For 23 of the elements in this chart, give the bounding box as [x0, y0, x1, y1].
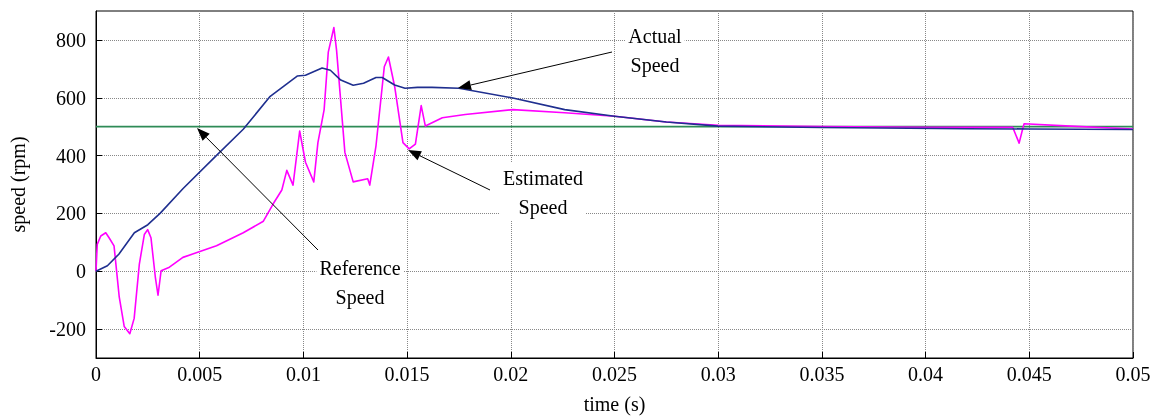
- annotation: Reference Speed: [319, 256, 401, 309]
- y-tick-label: 200: [56, 202, 86, 225]
- y-tick-label: 800: [56, 28, 86, 51]
- y-tick-label: 400: [56, 144, 86, 167]
- x-tick-label: 0.025: [592, 363, 637, 385]
- x-tick-label: 0.035: [799, 363, 845, 385]
- x-axis-title: time (s): [583, 393, 646, 416]
- x-tick-label: 0: [91, 363, 101, 385]
- y-tick-label: 600: [56, 86, 86, 109]
- x-tick-label: 0.02: [493, 363, 529, 385]
- y-axis-title: speed (rpm): [7, 136, 30, 233]
- x-tick-label: 0.04: [908, 363, 944, 385]
- y-tick-label: 0: [76, 260, 86, 283]
- line-series: [95, 26, 1134, 335]
- x-tick-label: 0.015: [384, 363, 430, 385]
- x-tick-label: 0.03: [700, 363, 736, 385]
- annotation: Estimated Speed: [503, 166, 583, 219]
- annotation: Actual Speed: [628, 24, 683, 77]
- x-tick-label: 0.045: [1006, 363, 1052, 385]
- x-tick-label: 0.005: [177, 363, 223, 385]
- x-tick-label: 0.05: [1115, 363, 1151, 385]
- x-tick-label: 0.01: [285, 363, 321, 385]
- y-tick-label: -200: [49, 318, 86, 341]
